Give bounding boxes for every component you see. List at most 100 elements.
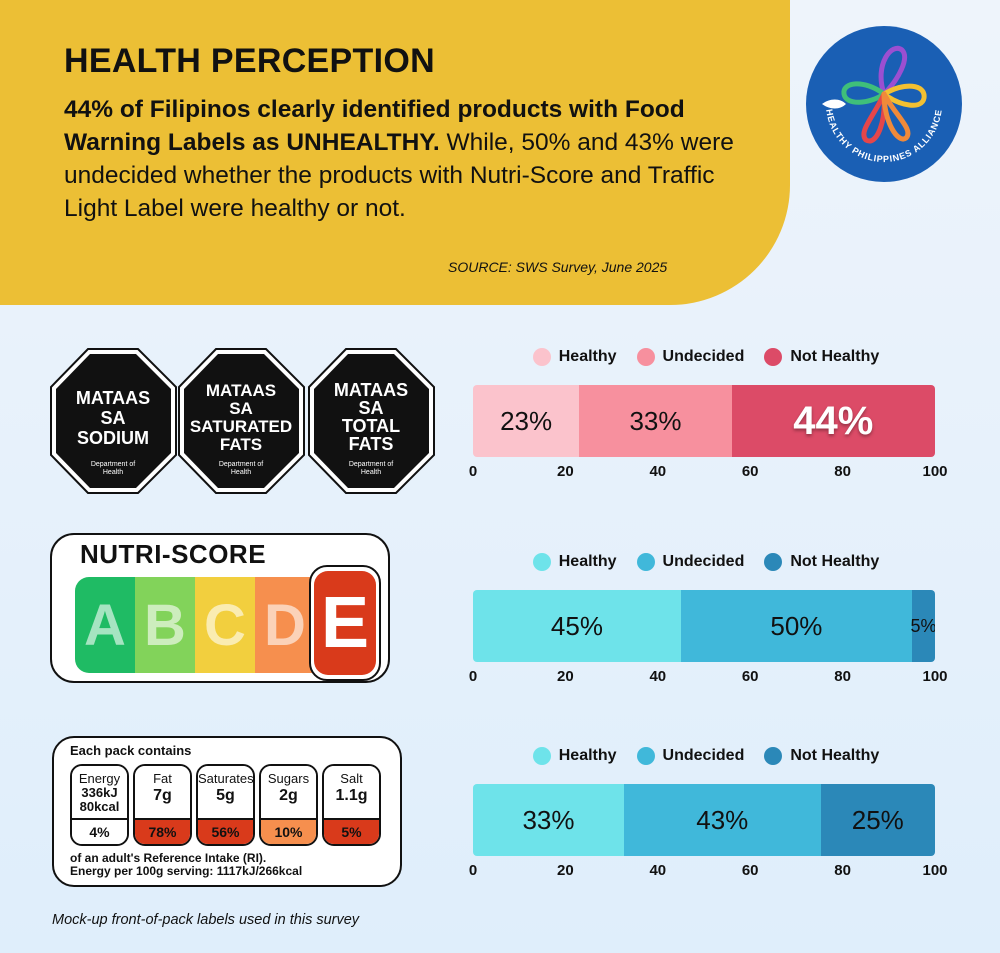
- x-tick-label: 40: [649, 668, 667, 685]
- x-tick-label: 0: [468, 463, 478, 480]
- warning-octagon: MATAAS SA TOTAL FATS Department of Healt…: [308, 348, 435, 494]
- tl-value: 5g: [216, 787, 235, 804]
- x-tick-label: 40: [649, 463, 667, 480]
- legend-item: Not Healthy: [764, 345, 879, 369]
- bar-segment-not-healthy: 5%: [910, 590, 935, 662]
- x-tick-label: 40: [649, 862, 667, 879]
- warning-labels: MATAAS SA SODIUM Department of Health MA…: [50, 348, 435, 494]
- x-tick-label: 100: [922, 463, 948, 480]
- source-note: SOURCE: SWS Survey, June 2025: [448, 259, 668, 275]
- x-tick-label: 20: [557, 463, 574, 480]
- legend-label: Undecided: [662, 747, 745, 764]
- x-axis: 0 20 40 60 80 100: [469, 463, 948, 481]
- legend-swatch: [532, 348, 551, 366]
- x-tick-label: 60: [741, 463, 759, 480]
- wl2-line2: SA: [229, 399, 253, 418]
- tl-value: 336kJ: [81, 785, 118, 800]
- chart-traffic-light: Healthy Undecided Not Healthy 33% 43% 25% 0 20 4…: [466, 744, 948, 879]
- page-title: HEALTH PERCEPTION: [64, 42, 435, 80]
- grade-a: A: [75, 577, 135, 673]
- wl3-footer1: Department of: [349, 461, 393, 468]
- legend-swatch: [764, 553, 783, 571]
- nutri-score-grades: A B C D E: [75, 565, 381, 681]
- x-tick-label: 60: [741, 862, 759, 879]
- legend-item: Undecided: [636, 744, 745, 768]
- grade-e-frame: E: [309, 565, 381, 681]
- tl-cell-saturates: Saturates 5g 56%: [196, 764, 255, 846]
- tl-footer-line1: of an adult's Reference Intake (RI).: [70, 851, 267, 865]
- stacked-bar: 45% 50% 5%: [473, 590, 935, 662]
- wl1-footer1: Department of: [91, 461, 135, 468]
- tl-pct: 10%: [261, 818, 316, 844]
- legend-swatch: [636, 747, 655, 765]
- legend-item: Healthy: [532, 550, 617, 574]
- x-tick-label: 100: [922, 862, 948, 879]
- legend-swatch: [764, 348, 783, 366]
- x-axis: 0 20 40 60 80 100: [469, 862, 948, 880]
- bar-segment-healthy: 45%: [473, 590, 681, 662]
- legend-swatch: [532, 553, 551, 571]
- grade-d: D: [255, 577, 315, 673]
- legend-item: Not Healthy: [764, 550, 879, 574]
- wl2-line4: FATS: [220, 435, 262, 454]
- tl-value: 1.1g: [335, 787, 368, 804]
- tl-pct: 4%: [72, 818, 127, 844]
- x-tick-label: 100: [922, 668, 948, 685]
- nutri-score-title: NUTRI-SCORE: [80, 539, 267, 569]
- legend-item: Undecided: [636, 345, 744, 369]
- stacked-bar: 33% 43% 25%: [473, 784, 935, 856]
- bar-segment-undecided: 33%: [579, 385, 732, 457]
- legend-label: Not Healthy: [790, 747, 880, 764]
- grade-c: C: [195, 577, 255, 673]
- legend-swatch: [636, 348, 655, 366]
- legend-item: Healthy: [532, 345, 617, 369]
- x-tick-label: 0: [468, 668, 478, 685]
- grade-b: B: [135, 577, 195, 673]
- bar-segment-healthy: 33%: [473, 784, 624, 856]
- tl-pct: 5%: [324, 818, 379, 844]
- legend-label: Healthy: [558, 348, 617, 365]
- wl1-line3: SODIUM: [77, 428, 149, 448]
- legend-swatch: [532, 747, 551, 765]
- legend-swatch: [636, 553, 655, 571]
- x-tick-label: 0: [468, 862, 478, 879]
- wl3-line4: FATS: [349, 434, 394, 454]
- stacked-bar: 23% 33% 44%: [473, 385, 935, 457]
- tl-cell-salt: Salt 1.1g 5%: [322, 764, 381, 846]
- tl-value: 2g: [279, 787, 298, 804]
- tl-cell-sugars: Sugars 2g 10%: [259, 764, 318, 846]
- tl-name: Sugars: [267, 771, 310, 786]
- tl-footer: of an adult's Reference Intake (RI). Ener…: [70, 852, 302, 878]
- leaf-icon: [822, 99, 846, 109]
- chart-warning-labels: Healthy Undecided Not Healthy 23% 33% 44% 0 20 4…: [466, 345, 948, 480]
- legend-swatch: [764, 747, 783, 765]
- legend-label: Not Healthy: [790, 348, 880, 365]
- wl3-line2: SA: [358, 398, 383, 418]
- wl2-line1: MATAAS: [206, 381, 276, 400]
- x-tick-label: 80: [834, 862, 851, 879]
- alliance-logo: HEALTHY PHILIPPINES ALLIANCE: [806, 26, 962, 182]
- legend-label: Healthy: [558, 553, 617, 570]
- bar-segment-undecided: 43%: [623, 784, 821, 856]
- nutri-score-label: NUTRI-SCORE A B C D E: [50, 533, 390, 683]
- wl3-line3: TOTAL: [342, 416, 400, 436]
- tl-cell-fat: Fat 7g 78%: [133, 764, 192, 846]
- chart-legend: Healthy Undecided Not Healthy: [466, 550, 946, 574]
- x-tick-label: 20: [557, 862, 574, 879]
- x-axis: 0 20 40 60 80 100: [469, 668, 948, 686]
- legend-label: Not Healthy: [790, 553, 880, 570]
- wl3-footer2: Health: [361, 469, 381, 476]
- lead-rest: While, 50% and 43% were undecided whethe…: [64, 129, 734, 222]
- wl1-line1: MATAAS: [76, 388, 150, 408]
- wl3-line1: MATAAS: [334, 380, 408, 400]
- bar-segment-not-healthy: 44%: [731, 385, 935, 457]
- lead-paragraph: 44% of Filipinos clearly identified prod…: [64, 93, 764, 225]
- legend-label: Undecided: [662, 553, 745, 570]
- tl-name: Energy: [78, 771, 121, 786]
- legend-label: Healthy: [558, 747, 617, 764]
- bar-segment-undecided: 50%: [680, 590, 912, 662]
- tl-pct: 78%: [135, 818, 190, 844]
- tl-pct: 56%: [198, 818, 253, 844]
- bar-segment-healthy: 23%: [473, 385, 580, 457]
- warning-octagon: MATAAS SA SATURATED FATS Department of H…: [178, 348, 305, 494]
